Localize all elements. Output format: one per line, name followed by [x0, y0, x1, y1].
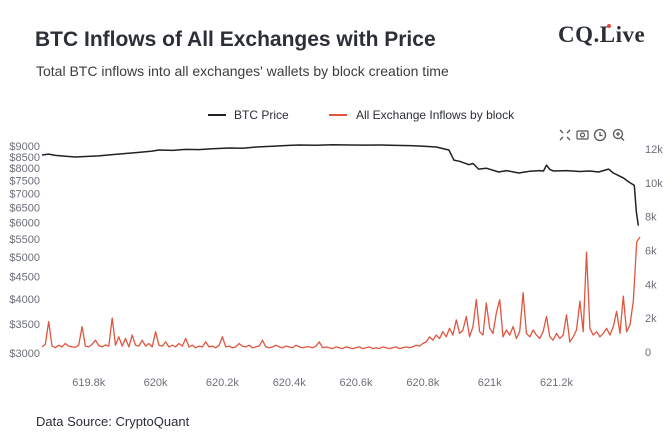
zoom-in-icon[interactable]	[612, 128, 625, 141]
y-right-tick-label: 6k	[645, 246, 657, 258]
y-left-tick-label: $9000	[9, 141, 40, 153]
series-line-inflows	[41, 236, 641, 350]
y-left-tick-label: $8500	[9, 152, 40, 164]
legend: BTC Price All Exchange Inflows by block	[208, 108, 515, 122]
y-left-tick-label: $4500	[9, 272, 40, 284]
y-right-tick-label: 2k	[645, 313, 657, 325]
logo-dot	[607, 24, 611, 28]
x-tick-label: 620.2k	[206, 377, 240, 389]
y-left-tick-label: $7000	[9, 188, 40, 200]
camera-icon[interactable]	[576, 130, 589, 140]
y-right-tick-label: 8k	[645, 212, 657, 224]
legend-item-inflows[interactable]: All Exchange Inflows by block	[329, 108, 515, 122]
x-tick-label: 619.8k	[72, 377, 106, 389]
y-left-tick-label: $5000	[9, 252, 40, 264]
x-tick-label: 620k	[144, 377, 168, 389]
y-left-tick-label: $3500	[9, 319, 40, 331]
legend-label-price: BTC Price	[234, 108, 289, 122]
y-left-tick-label: $7500	[9, 175, 40, 187]
clock-icon[interactable]	[593, 128, 607, 142]
x-tick-label: 620.6k	[340, 377, 374, 389]
y-right-tick-label: 12k	[645, 144, 663, 156]
y-left-tick-label: $6000	[9, 217, 40, 229]
modebar	[559, 128, 625, 142]
x-tick-label: 621k	[478, 377, 502, 389]
logo-text: CQ.Live	[558, 22, 646, 47]
autoscale-icon[interactable]	[559, 129, 571, 141]
y-left-tick-label: $3000	[9, 348, 40, 360]
data-source: Data Source: CryptoQuant	[36, 414, 190, 429]
y-left-tick-label: $6500	[9, 202, 40, 214]
chart-subtitle: Total BTC inflows into all exchanges' wa…	[36, 63, 449, 79]
series-line-btc-price	[41, 143, 640, 226]
chart-title: BTC Inflows of All Exchanges with Price	[35, 28, 436, 51]
plot-area	[41, 143, 641, 350]
y-right-tick-label: 0	[645, 347, 651, 359]
y-axis-left: $9000$8500$8000$7500$7000 $6500 $6000 $5500…	[9, 141, 40, 360]
legend-item-btc-price[interactable]: BTC Price	[208, 108, 289, 122]
y-right-tick-label: 4k	[645, 279, 657, 291]
cq-live-logo: CQ.Live	[558, 22, 645, 48]
x-axis: 619.8k 620k 620.2k 620.4k 620.6k 620.8k 621k 62…	[72, 377, 573, 389]
x-tick-label: 621.2k	[540, 377, 574, 389]
y-right-tick-label: 10k	[645, 178, 663, 190]
x-tick-label: 620.8k	[406, 377, 440, 389]
y-left-tick-label: $5500	[9, 234, 40, 246]
y-left-tick-label: $4000	[9, 294, 40, 306]
legend-label-inflows: All Exchange Inflows by block	[356, 108, 515, 122]
y-left-tick-label: $8000	[9, 163, 40, 175]
y-axis-right: 0 2k 4k 6k 8k 10k 12k	[645, 144, 663, 359]
x-tick-label: 620.4k	[273, 377, 307, 389]
